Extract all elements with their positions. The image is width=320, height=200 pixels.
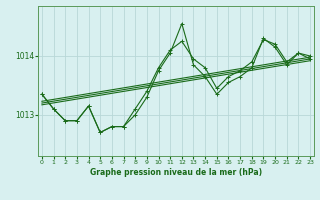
X-axis label: Graphe pression niveau de la mer (hPa): Graphe pression niveau de la mer (hPa) <box>90 168 262 177</box>
